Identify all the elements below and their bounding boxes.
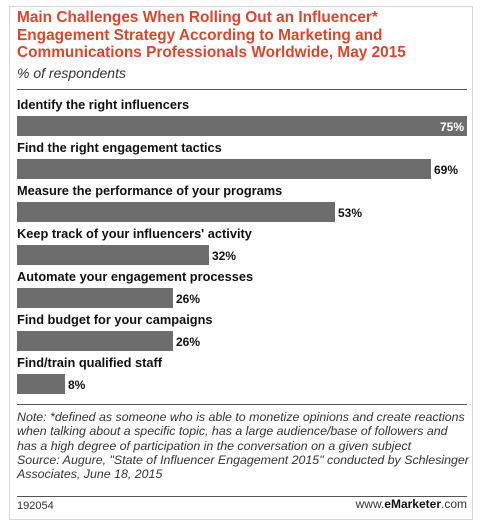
- brand-suffix: .com: [440, 497, 467, 511]
- value-label: 32%: [212, 249, 236, 263]
- brand-prefix: www.: [355, 497, 385, 511]
- value-label: 26%: [176, 292, 200, 306]
- note-text: Note: *defined as someone who is able to…: [17, 410, 465, 453]
- value-label: 75%: [440, 120, 464, 134]
- bar: [17, 159, 431, 179]
- value-label: 53%: [338, 206, 362, 220]
- category-label: Measure the performance of your programs: [17, 183, 282, 198]
- footnote: Note: *defined as someone who is able to…: [17, 410, 469, 481]
- category-label: Automate your engagement processes: [17, 269, 253, 284]
- note-divider: [17, 404, 467, 405]
- bar: [17, 288, 173, 308]
- brand-name: eMarketer: [384, 497, 441, 511]
- source-text: Source: Augure, "State of Influencer Eng…: [17, 452, 469, 482]
- category-label: Find the right engagement tactics: [17, 140, 222, 155]
- footer-divider: [17, 496, 467, 497]
- bar-chart: Identify the right influencers 75% Find th…: [17, 97, 467, 394]
- value-label: 69%: [434, 163, 458, 177]
- category-label: Identify the right influencers: [17, 97, 189, 112]
- chart-subtitle: % of respondents: [17, 65, 126, 81]
- bar: [17, 202, 335, 222]
- bar: [17, 116, 467, 136]
- value-label: 8%: [68, 378, 86, 392]
- category-label: Find budget for your campaigns: [17, 312, 213, 327]
- bar: [17, 331, 173, 351]
- value-label: 26%: [176, 335, 200, 349]
- chart-title: Main Challenges When Rolling Out an Infl…: [17, 9, 406, 61]
- category-label: Find/train qualified staff: [17, 355, 163, 370]
- category-label: Keep track of your influencers' activity: [17, 226, 253, 241]
- bar: [17, 245, 209, 265]
- emarketer-logo[interactable]: www.eMarketer.com: [356, 497, 467, 511]
- bar: [17, 374, 65, 394]
- top-divider: [17, 89, 467, 90]
- chart-id: 192054: [17, 500, 54, 512]
